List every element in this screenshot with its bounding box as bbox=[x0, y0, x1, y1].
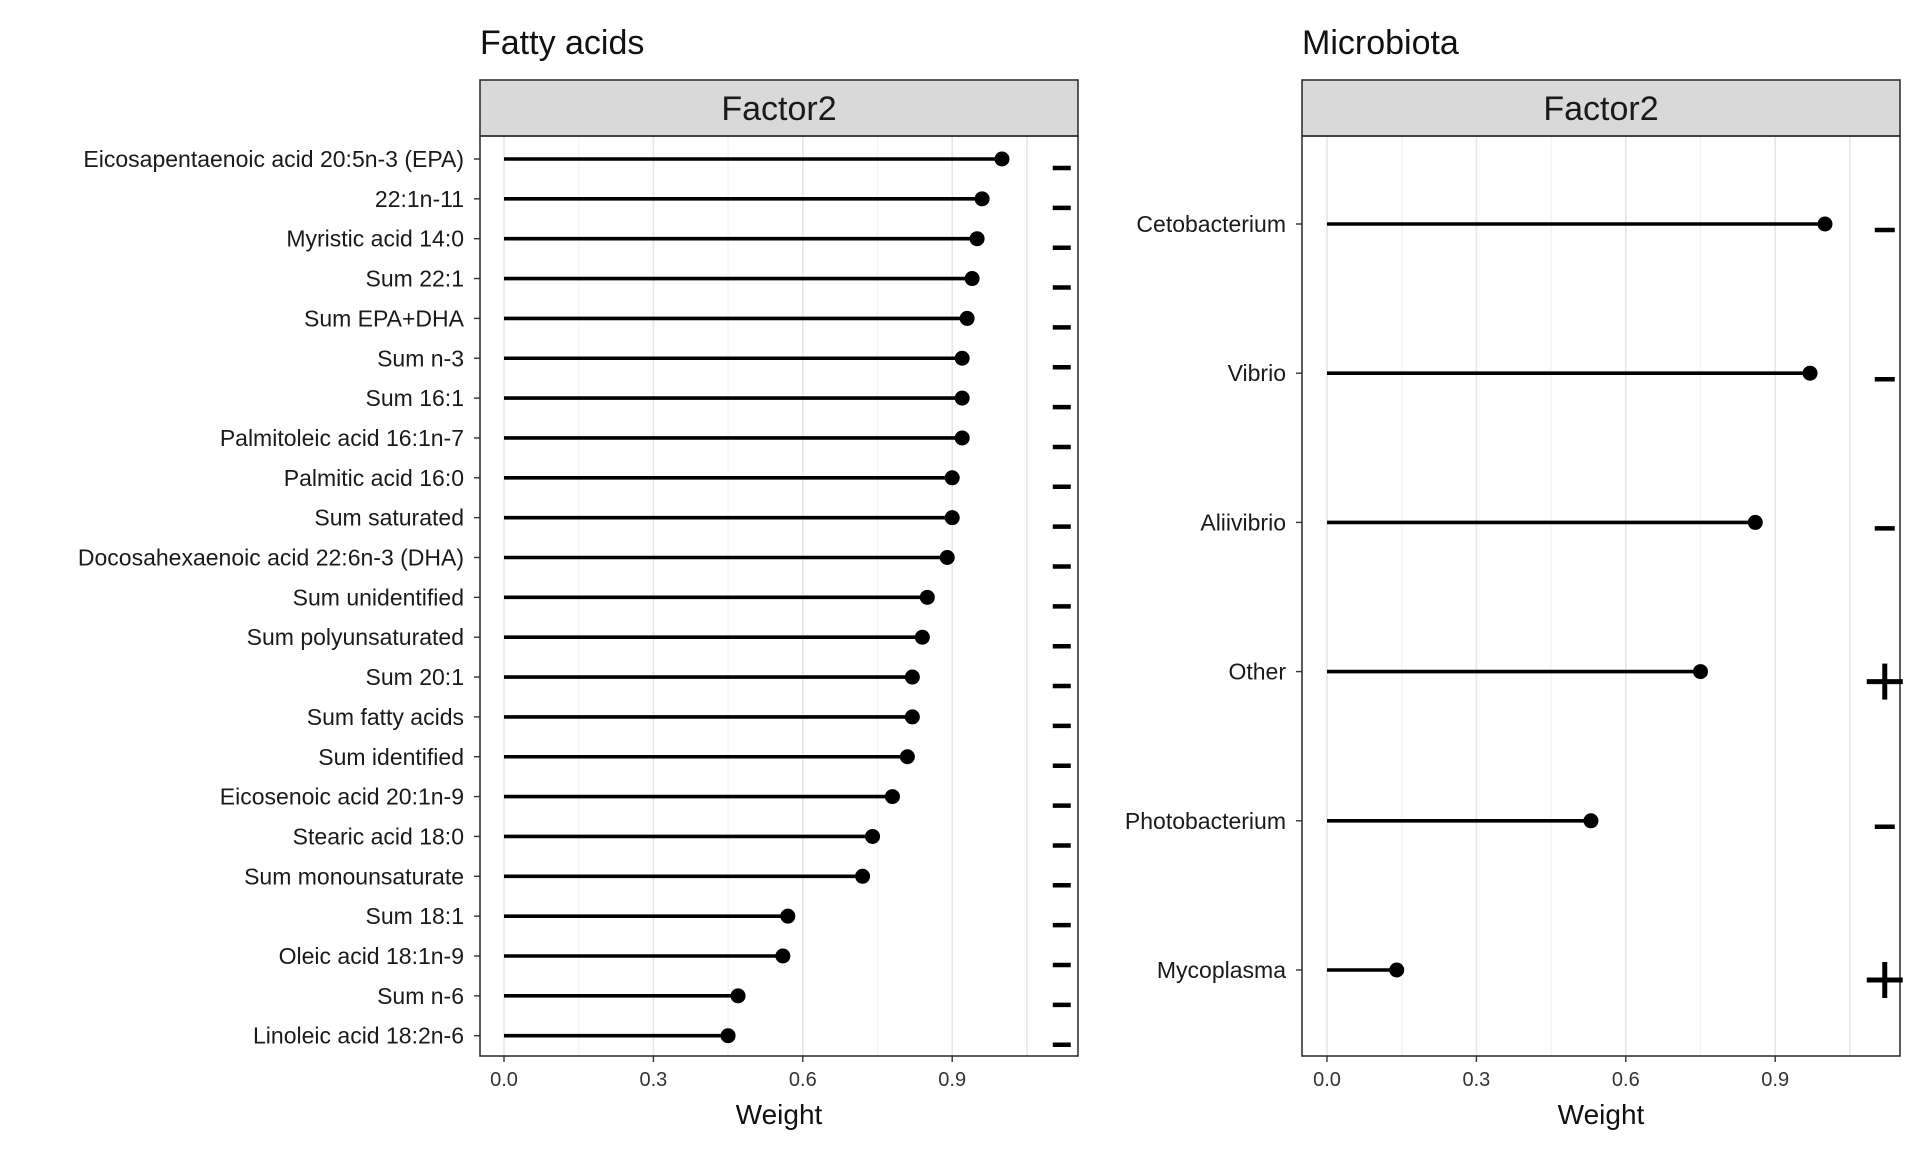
lollipop-point bbox=[959, 310, 975, 326]
x-tick-label: 0.9 bbox=[938, 1069, 966, 1091]
category-label: Palmitoleic acid 16:1n-7 bbox=[220, 425, 464, 451]
lollipop-point bbox=[1389, 962, 1405, 978]
chart-panel-0: Fatty acids Factor2 Eicosapentaenoic acid … bbox=[78, 24, 1079, 1130]
lollipop-point bbox=[865, 828, 881, 844]
lollipop-point bbox=[904, 709, 920, 725]
lollipop-point bbox=[954, 350, 970, 366]
lollipop-point bbox=[1817, 216, 1833, 232]
lollipop-point bbox=[884, 789, 900, 805]
lollipop-point bbox=[730, 988, 746, 1004]
lollipop-point bbox=[914, 629, 930, 645]
x-tick-label: 0.3 bbox=[639, 1069, 667, 1091]
lollipop-point bbox=[919, 589, 935, 605]
lollipop-point bbox=[954, 390, 970, 406]
category-label: Sum 18:1 bbox=[366, 903, 464, 929]
x-tick-label: 0.3 bbox=[1462, 1069, 1490, 1091]
category-label: Myristic acid 14:0 bbox=[286, 226, 464, 252]
category-label: Sum EPA+DHA bbox=[304, 305, 465, 331]
lollipop-point bbox=[904, 669, 920, 685]
category-label: Sum 16:1 bbox=[366, 385, 464, 411]
category-label: 22:1n-11 bbox=[375, 186, 464, 212]
category-label: Mycoplasma bbox=[1157, 957, 1286, 983]
facet-strip-label: Factor2 bbox=[721, 90, 836, 128]
x-axis-title: Weight bbox=[1558, 1099, 1645, 1130]
x-axis-title: Weight bbox=[736, 1099, 823, 1130]
chart-title: Microbiota bbox=[1302, 24, 1459, 62]
x-tick-label: 0.6 bbox=[789, 1069, 817, 1091]
category-label: Sum 22:1 bbox=[366, 266, 464, 292]
panel-border bbox=[479, 135, 1079, 1057]
lollipop-point bbox=[899, 749, 915, 765]
panel-border bbox=[1301, 135, 1901, 1057]
category-label: Sum polyunsaturated bbox=[247, 624, 464, 650]
category-label: Docosahexaenoic acid 22:6n-3 (DHA) bbox=[78, 545, 464, 571]
lollipop-point bbox=[964, 271, 980, 287]
x-tick-label: 0.9 bbox=[1761, 1069, 1789, 1091]
category-label: Palmitic acid 16:0 bbox=[284, 465, 464, 491]
category-label: Photobacterium bbox=[1125, 808, 1286, 834]
category-label: Vibrio bbox=[1228, 360, 1286, 386]
chart-title: Fatty acids bbox=[480, 24, 644, 62]
facet-strip bbox=[1301, 79, 1901, 137]
category-label: Eicosapentaenoic acid 20:5n-3 (EPA) bbox=[83, 146, 464, 172]
lollipop-point bbox=[775, 948, 791, 964]
lollipop-point bbox=[969, 231, 985, 247]
facet-strip-label: Factor2 bbox=[1543, 90, 1658, 128]
category-label: Sum saturated bbox=[314, 505, 464, 531]
x-tick-label: 0.6 bbox=[1612, 1069, 1640, 1091]
x-tick-label: 0.0 bbox=[1313, 1069, 1341, 1091]
x-tick-label: 0.0 bbox=[490, 1069, 518, 1091]
category-label: Sum 20:1 bbox=[366, 664, 464, 690]
facet-strip bbox=[479, 79, 1079, 137]
lollipop-point bbox=[1747, 514, 1763, 530]
lollipop-point bbox=[1583, 813, 1599, 829]
lollipop-point bbox=[994, 151, 1010, 167]
lollipop-point bbox=[974, 191, 990, 207]
category-label: Sum n-6 bbox=[377, 983, 464, 1009]
lollipop-point bbox=[1802, 365, 1818, 381]
lollipop-point bbox=[1693, 664, 1708, 680]
category-label: Sum monounsaturate bbox=[244, 863, 464, 889]
lollipop-point bbox=[780, 908, 796, 924]
category-label: Sum fatty acids bbox=[307, 704, 464, 730]
category-label: Linoleic acid 18:2n-6 bbox=[253, 1023, 464, 1049]
lollipop-point bbox=[944, 510, 960, 526]
lollipop-point bbox=[939, 550, 955, 565]
lollipop-point bbox=[855, 868, 871, 884]
chart-panel-1: Microbiota Factor2 Cetobacterium Vibrio Alii… bbox=[1125, 24, 1903, 1130]
category-label: Sum unidentified bbox=[293, 584, 464, 610]
category-label: Oleic acid 18:1n-9 bbox=[279, 943, 464, 969]
category-label: Stearic acid 18:0 bbox=[293, 823, 464, 849]
category-label: Cetobacterium bbox=[1136, 211, 1286, 237]
category-label: Aliivibrio bbox=[1200, 509, 1286, 535]
lollipop-point bbox=[944, 470, 960, 486]
lollipop-point bbox=[720, 1028, 736, 1044]
category-label: Sum identified bbox=[318, 744, 464, 770]
category-label: Other bbox=[1228, 659, 1286, 685]
category-label: Sum n-3 bbox=[377, 345, 464, 371]
category-label: Eicosenoic acid 20:1n-9 bbox=[220, 784, 464, 810]
lollipop-point bbox=[954, 430, 970, 446]
